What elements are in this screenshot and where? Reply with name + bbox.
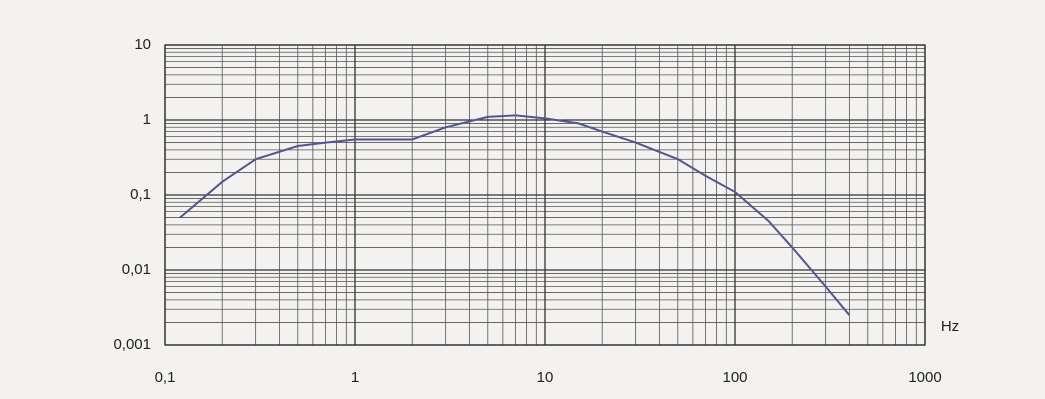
x-axis-label: Hz [941, 318, 959, 335]
y-tick-label: 0,001 [113, 336, 151, 353]
x-tick-label: 0,1 [155, 369, 176, 386]
y-tick-label: 1 [143, 111, 151, 128]
data-line [179, 114, 851, 316]
y-tick-label: 0,01 [122, 261, 151, 278]
x-tick-label: 10 [537, 369, 554, 386]
y-tick-label: 10 [134, 36, 151, 53]
plot-frame [164, 44, 926, 346]
x-tick-label: 1 [351, 369, 359, 386]
x-tick-label: 100 [722, 369, 747, 386]
x-tick-label: 1000 [908, 369, 941, 386]
y-tick-label: 0,1 [130, 186, 151, 203]
